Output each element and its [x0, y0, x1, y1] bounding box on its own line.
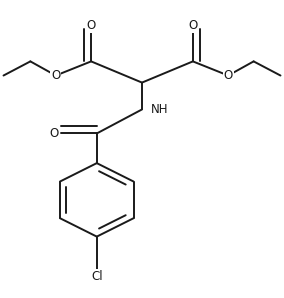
Text: NH: NH [151, 103, 168, 116]
Text: O: O [87, 19, 96, 32]
Text: Cl: Cl [91, 270, 103, 283]
Text: O: O [51, 69, 60, 82]
Text: O: O [49, 127, 59, 140]
Text: O: O [188, 19, 197, 32]
Text: O: O [224, 69, 233, 82]
